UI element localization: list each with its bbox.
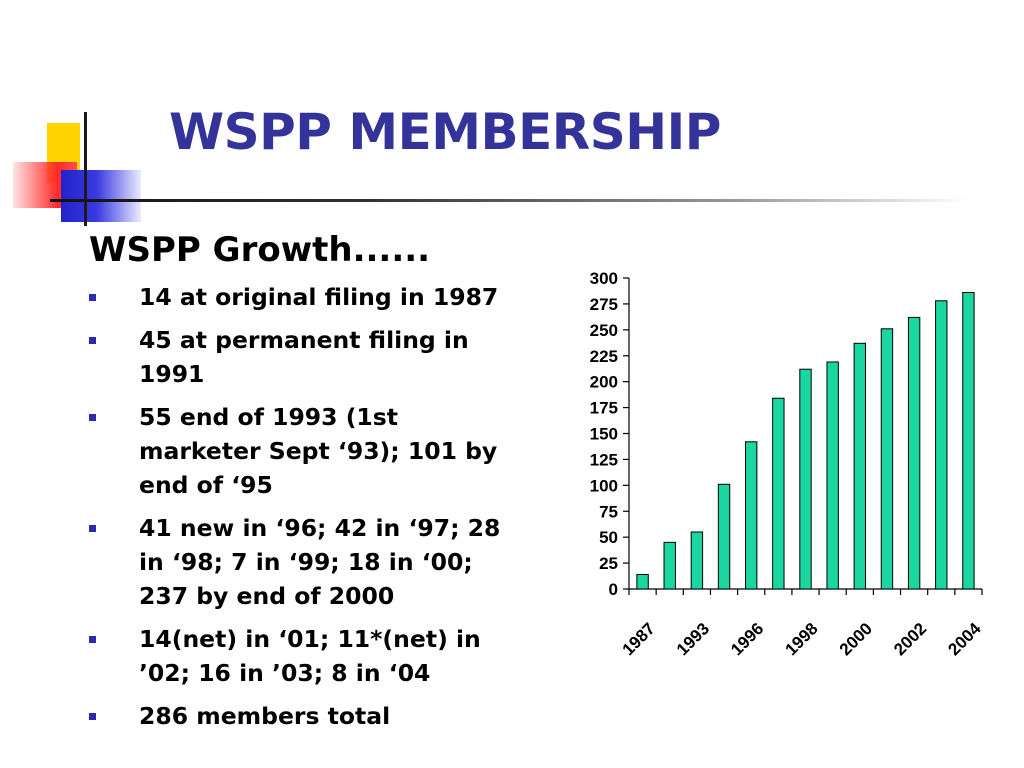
membership-bar-chart: 0 25 50 75 100 125 150 175 200 225 250 275 300 1987 19… [590, 269, 985, 660]
bar-1991 [663, 541, 676, 590]
x-tick-label: 1996 [727, 619, 767, 659]
y-tick-label: 25 [599, 554, 618, 573]
y-tick-label: 275 [590, 295, 618, 314]
y-tick-label: 0 [609, 580, 618, 599]
y-tick-label: 250 [590, 321, 618, 340]
bullet-item: 14 at original filing in 1987 [88, 280, 508, 314]
title-underline-rule [50, 199, 970, 202]
y-tick-label: 150 [590, 425, 618, 444]
bullet-item: 45 at permanent filing in 1991 [88, 323, 508, 391]
bullet-text: 45 at permanent filing in 1991 [139, 326, 469, 388]
slide-title: WSPP MEMBERSHIP [169, 103, 721, 161]
bar-1996 [744, 441, 758, 590]
bar-2004 [962, 292, 975, 590]
y-tick-label: 125 [590, 450, 618, 469]
logo-blue-square [61, 170, 141, 222]
bar-1999 [826, 361, 839, 590]
bar-2003 [935, 300, 948, 590]
bar-1997 [772, 397, 785, 590]
bar-2002 [907, 316, 921, 590]
y-tick-label: 100 [590, 476, 618, 495]
bullet-text: 14(net) in ‘01; 11*(net) in ’02; 16 in ’… [139, 625, 481, 687]
square-bullet-icon [89, 294, 96, 301]
x-tick-label: 2002 [890, 619, 930, 659]
slide-subtitle: WSPP Growth...... [89, 230, 431, 270]
y-tick-label: 75 [599, 502, 618, 521]
bullet-item: 41 new in ‘96; 42 in ‘97; 28 in ‘98; 7 i… [88, 511, 508, 613]
logo-vertical-rule [84, 112, 87, 226]
square-bullet-icon [89, 525, 96, 532]
y-tick-label: 50 [599, 528, 618, 547]
y-tick-label: 300 [590, 269, 618, 288]
square-bullet-icon [89, 337, 96, 344]
bullet-text: 286 members total [139, 702, 391, 730]
bullet-item: 286 members total [88, 699, 508, 733]
bar-1993 [690, 531, 704, 590]
square-bullet-icon [89, 636, 96, 643]
x-tick-label: 2004 [944, 619, 985, 660]
bar-2001 [880, 328, 894, 590]
bar-1998 [799, 368, 812, 590]
bullet-list: 14 at original filing in 1987 45 at perm… [88, 280, 508, 742]
bar-2000 [853, 342, 867, 590]
y-tick-label: 175 [590, 399, 618, 418]
x-tick-label: 2000 [836, 619, 876, 659]
bullet-item: 14(net) in ‘01; 11*(net) in ’02; 16 in ’… [88, 622, 508, 690]
bullet-text: 14 at original filing in 1987 [139, 283, 499, 311]
bar-1987 [636, 573, 649, 590]
bar-1995 [717, 483, 731, 590]
x-tick-label: 1993 [673, 619, 713, 659]
bullet-text: 55 end of 1993 (1st marketer Sept ‘93); … [139, 403, 498, 499]
y-tick-label: 225 [590, 347, 618, 366]
x-tick-label: 1998 [782, 619, 822, 659]
square-bullet-icon [89, 414, 96, 421]
y-tick-label: 200 [590, 373, 618, 392]
square-bullet-icon [89, 713, 96, 720]
bullet-item: 55 end of 1993 (1st marketer Sept ‘93); … [88, 400, 508, 502]
bullet-text: 41 new in ‘96; 42 in ‘97; 28 in ‘98; 7 i… [139, 514, 501, 610]
x-tick-label: 1987 [619, 619, 659, 659]
